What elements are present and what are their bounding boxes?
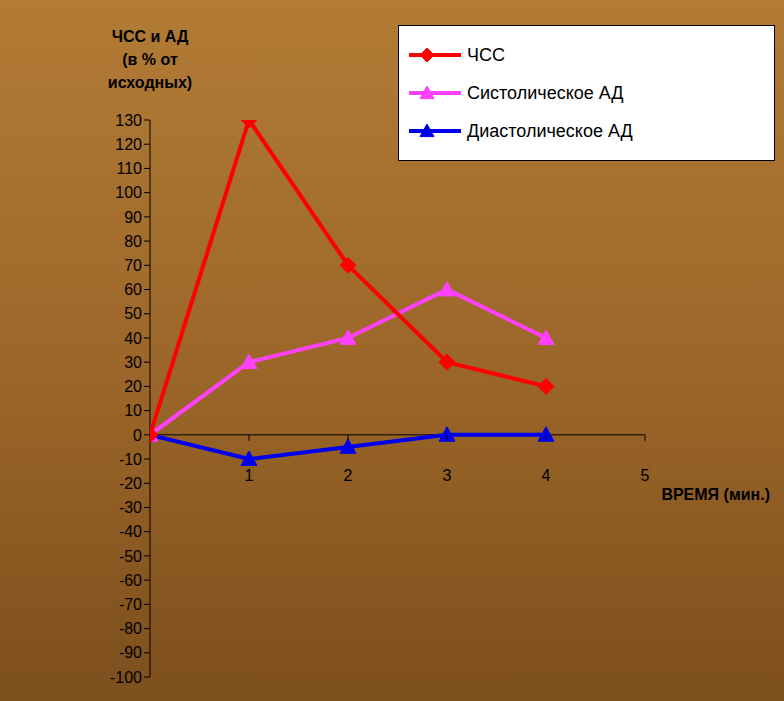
svg-text:-100: -100 bbox=[110, 669, 142, 686]
svg-text:-30: -30 bbox=[119, 499, 142, 516]
html-text:Диастолическое АД: Диастолическое АД bbox=[467, 120, 633, 141]
svg-text:120: 120 bbox=[115, 136, 142, 153]
svg-text:1: 1 bbox=[245, 467, 254, 484]
svg-text:-60: -60 bbox=[119, 572, 142, 589]
svg-text:80: 80 bbox=[124, 233, 142, 250]
svg-text:110: 110 bbox=[116, 160, 142, 177]
svg-text:-80: -80 bbox=[119, 620, 142, 637]
svg-text:4: 4 bbox=[542, 467, 551, 484]
svg-text:20: 20 bbox=[124, 378, 142, 395]
svg-text:-70: -70 bbox=[119, 596, 142, 613]
svg-text:50: 50 bbox=[124, 305, 142, 322]
svg-text:40: 40 bbox=[124, 330, 142, 347]
svg-text:30: 30 bbox=[124, 354, 142, 371]
svg-text:-90: -90 bbox=[119, 644, 142, 661]
html-text:ВРЕМЯ (мин.): ВРЕМЯ (мин.) bbox=[661, 486, 770, 503]
html-text:Систолическое АД: Систолическое АД bbox=[467, 82, 624, 103]
svg-text:5: 5 bbox=[641, 467, 650, 484]
svg-text:2: 2 bbox=[344, 467, 353, 484]
html-text:ЧСС: ЧСС bbox=[467, 44, 505, 65]
svg-text:-10: -10 bbox=[119, 451, 142, 468]
svg-text:-20: -20 bbox=[119, 475, 142, 492]
svg-text:-40: -40 bbox=[119, 523, 142, 540]
svg-text:3: 3 bbox=[443, 467, 452, 484]
svg-text:-50: -50 bbox=[119, 548, 142, 565]
svg-text:90: 90 bbox=[124, 209, 142, 226]
svg-text:130: 130 bbox=[115, 112, 142, 129]
svg-text:100: 100 bbox=[115, 184, 142, 201]
svg-text:0: 0 bbox=[133, 427, 142, 444]
html-text:ЧСС и АД (в % от исходных): ЧСС и АД (в % от исходных) bbox=[107, 28, 193, 91]
svg-text:60: 60 bbox=[124, 281, 142, 298]
svg-text:70: 70 bbox=[124, 257, 142, 274]
svg-text:10: 10 bbox=[124, 402, 142, 419]
